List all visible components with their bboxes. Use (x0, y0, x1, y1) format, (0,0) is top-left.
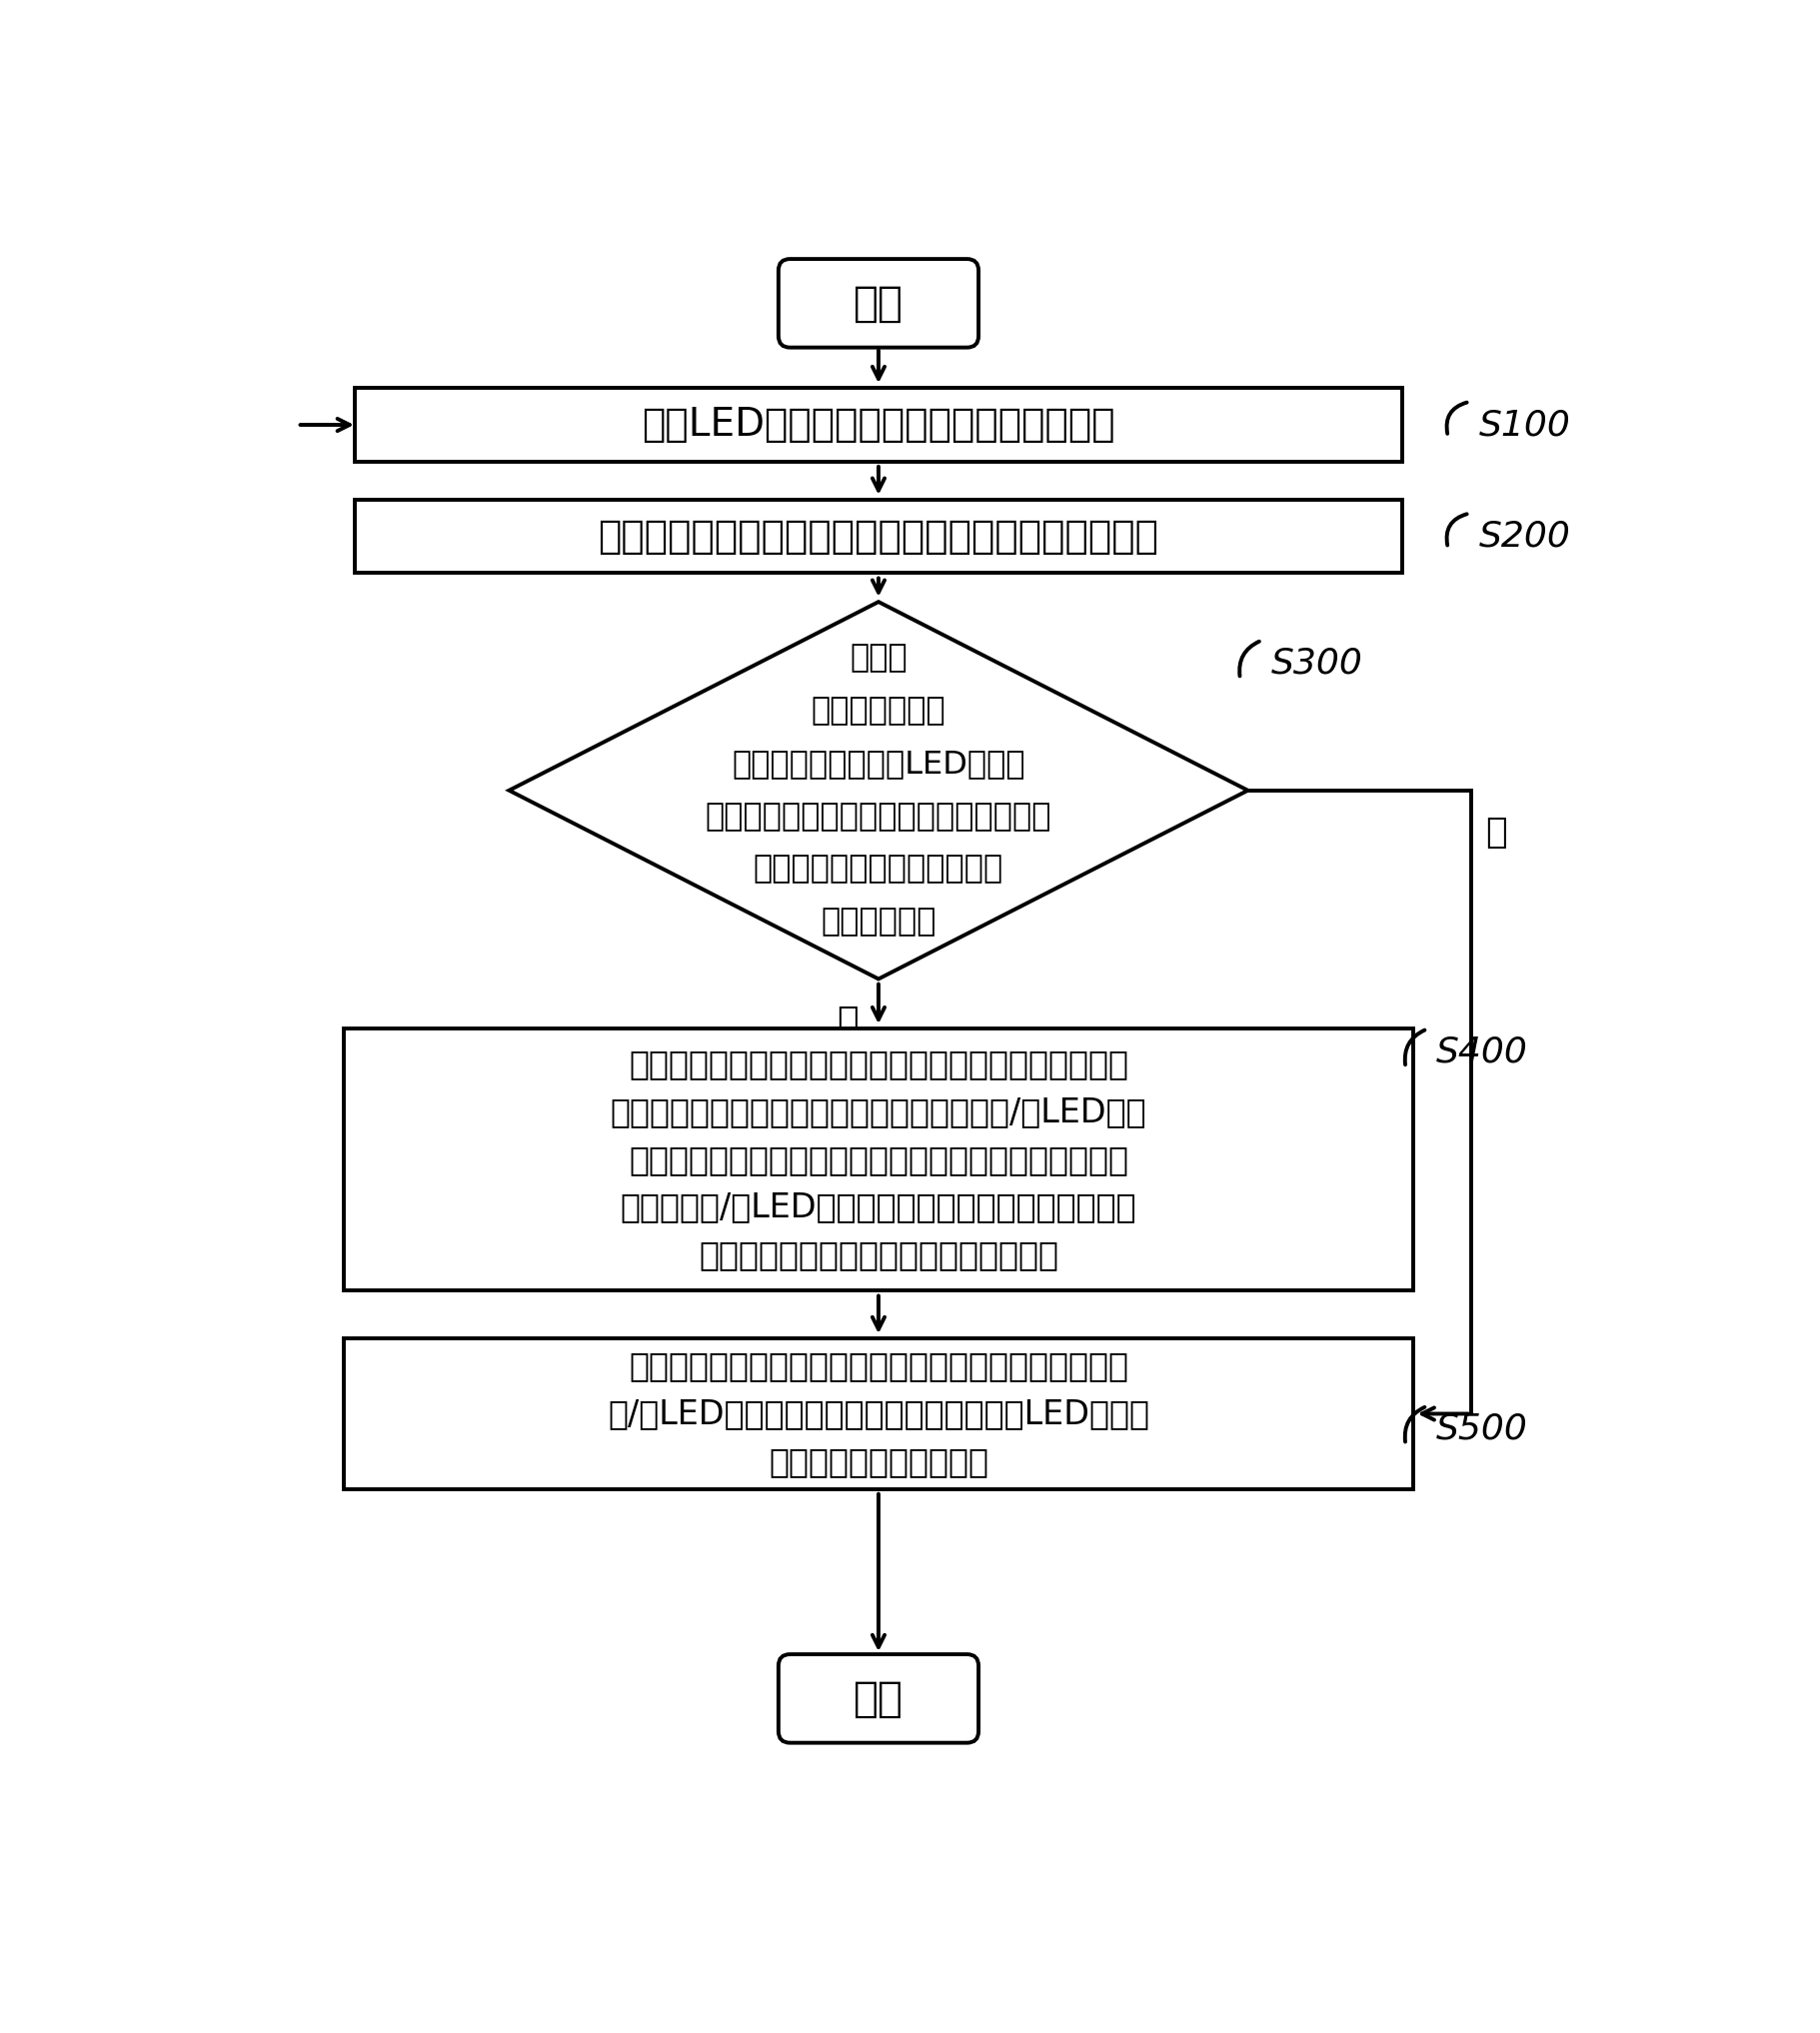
Bar (355, 500, 1401, 573)
FancyBboxPatch shape (779, 1655, 979, 1742)
Text: 控制LED显示屏的待测量区域显示指定画面: 控制LED显示屏的待测量区域显示指定画面 (642, 407, 1116, 443)
Text: S300: S300 (1270, 646, 1363, 681)
Bar (344, 1340, 1414, 1488)
Text: 整目标值及/或LED显示屏调整待测量区域的亮度至亮度: 整目标值及/或LED显示屏调整待测量区域的亮度至亮度 (621, 1191, 1138, 1224)
Text: S200: S200 (1480, 518, 1571, 553)
Text: 校正时设定相机的曝光量: 校正时设定相机的曝光量 (768, 1445, 988, 1478)
Text: 开始: 开始 (854, 283, 903, 323)
Bar (355, 388, 1401, 461)
Text: 当判断相机的曝光量符合要求时，存储相机的当前参数值: 当判断相机的曝光量符合要求时，存储相机的当前参数值 (628, 1350, 1128, 1382)
Text: 否: 否 (837, 1004, 859, 1039)
Text: S500: S500 (1436, 1413, 1529, 1445)
Text: 结束: 结束 (854, 1677, 903, 1720)
Text: S100: S100 (1480, 409, 1571, 441)
Text: 的分布状况判断相机的曝光量: 的分布状况判断相机的曝光量 (753, 854, 1003, 884)
Text: 当判断相机的曝光量不符合要求时，根据取得的图像灰度: 当判断相机的曝光量不符合要求时，根据取得的图像灰度 (628, 1047, 1128, 1082)
Bar (344, 1029, 1414, 1291)
Text: 画面的图像进行: 画面的图像进行 (812, 695, 946, 726)
Text: 值的分布状况计算出相机的参数调整目标值及/或LED显示: 值的分布状况计算出相机的参数调整目标值及/或LED显示 (610, 1096, 1147, 1128)
Text: 的图像灰度值，并利用取得的图像灰度值: 的图像灰度值，并利用取得的图像灰度值 (706, 801, 1052, 831)
Text: 分析以取得图像中的LED像素点: 分析以取得图像中的LED像素点 (732, 748, 1025, 779)
Polygon shape (510, 602, 1249, 980)
Text: S400: S400 (1436, 1035, 1529, 1069)
FancyBboxPatch shape (779, 258, 979, 348)
Text: 是: 是 (1485, 815, 1507, 850)
Text: 控制相机对待测量区域进行拍照以取得指定画面的图像: 控制相机对待测量区域进行拍照以取得指定画面的图像 (599, 518, 1159, 555)
Text: 对指定: 对指定 (850, 642, 908, 673)
Text: 屏的亮度调整目标值，并控制相机自动调整参数至参数调: 屏的亮度调整目标值，并控制相机自动调整参数至参数调 (628, 1143, 1128, 1177)
Text: 及/或LED显示屏的当前亮度值以供后续进行LED显示屏: 及/或LED显示屏的当前亮度值以供后续进行LED显示屏 (608, 1397, 1150, 1431)
Text: 调整目标值，以实现相机的曝光量的调整: 调整目标值，以实现相机的曝光量的调整 (699, 1238, 1059, 1273)
Text: 是否符合要求: 是否符合要求 (821, 907, 935, 937)
